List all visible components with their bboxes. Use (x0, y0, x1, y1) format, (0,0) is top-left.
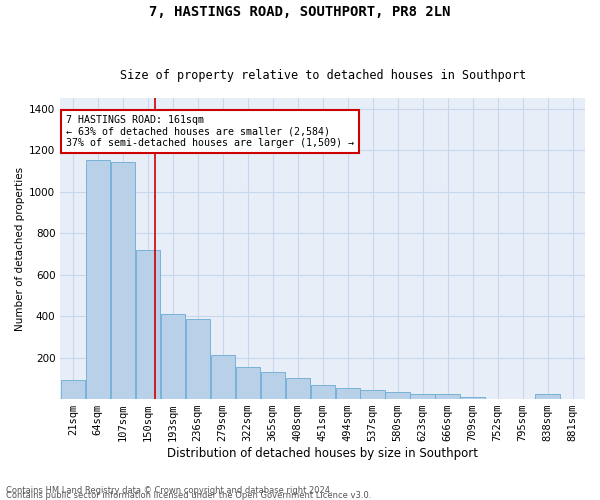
Bar (460, 397, 485, 399)
Bar (436, 394, 460, 399)
Bar (335, 388, 360, 399)
Bar (61, 380, 85, 399)
Y-axis label: Number of detached properties: Number of detached properties (15, 166, 25, 331)
Text: 7, HASTINGS ROAD, SOUTHPORT, PR8 2LN: 7, HASTINGS ROAD, SOUTHPORT, PR8 2LN (149, 5, 451, 19)
Bar (236, 367, 260, 399)
Title: Size of property relative to detached houses in Southport: Size of property relative to detached ho… (119, 69, 526, 82)
Text: Contains public sector information licensed under the Open Government Licence v3: Contains public sector information licen… (6, 490, 371, 500)
Text: 7 HASTINGS ROAD: 161sqm
← 63% of detached houses are smaller (2,584)
37% of semi: 7 HASTINGS ROAD: 161sqm ← 63% of detache… (65, 115, 353, 148)
Bar (286, 378, 310, 399)
Bar (211, 354, 235, 399)
Bar (361, 390, 385, 399)
Bar (385, 392, 410, 399)
Bar (535, 394, 560, 399)
Bar (86, 160, 110, 399)
Bar (161, 314, 185, 399)
Bar (311, 384, 335, 399)
Text: Contains HM Land Registry data © Crown copyright and database right 2024.: Contains HM Land Registry data © Crown c… (6, 486, 332, 495)
X-axis label: Distribution of detached houses by size in Southport: Distribution of detached houses by size … (167, 447, 478, 460)
Bar (136, 250, 160, 399)
Bar (260, 372, 285, 399)
Bar (185, 320, 210, 399)
Bar (110, 162, 135, 399)
Bar (410, 394, 435, 399)
